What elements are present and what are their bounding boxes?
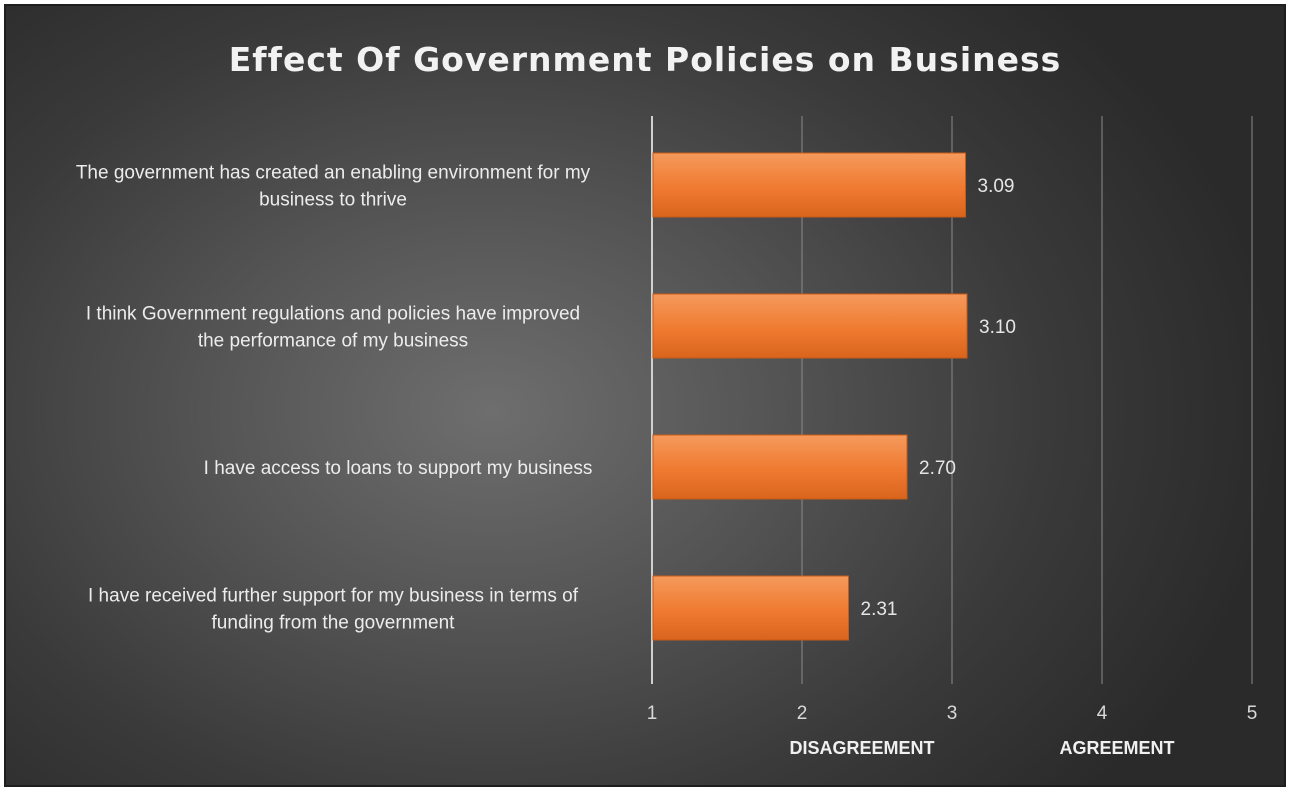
category-label: business to thrive bbox=[259, 190, 407, 211]
bar bbox=[652, 152, 966, 218]
bar bbox=[652, 293, 968, 359]
category-label: I think Government regulations and polic… bbox=[86, 304, 580, 325]
category-label: The government has created an enabling e… bbox=[76, 163, 591, 184]
category-label: the performance of my business bbox=[198, 331, 468, 352]
x-tick-label: 4 bbox=[1097, 703, 1108, 724]
x-tick-label: 1 bbox=[647, 703, 658, 724]
chart-title: Effect Of Government Policies on Busines… bbox=[228, 40, 1062, 79]
category-label: I have received further support for my b… bbox=[88, 586, 579, 607]
disagreement-label: DISAGREEMENT bbox=[789, 738, 934, 758]
bar bbox=[652, 434, 908, 500]
agreement-label: AGREEMENT bbox=[1059, 738, 1174, 758]
bar-chart-plot: 1 2 3 4 5 3.09 The government has created an e… bbox=[76, 116, 1258, 758]
category-label: I have access to loans to support my bus… bbox=[204, 458, 593, 479]
bar bbox=[652, 575, 849, 641]
x-tick-label: 2 bbox=[797, 703, 808, 724]
data-label: 3.10 bbox=[979, 317, 1016, 338]
category-label: funding from the government bbox=[212, 613, 456, 634]
chart-frame: Effect Of Government Policies on Busines… bbox=[4, 4, 1286, 787]
x-tick-label: 5 bbox=[1247, 703, 1258, 724]
x-tick-label: 3 bbox=[947, 703, 958, 724]
data-label: 3.09 bbox=[978, 176, 1015, 197]
data-label: 2.31 bbox=[861, 599, 898, 620]
data-label: 2.70 bbox=[919, 458, 956, 479]
